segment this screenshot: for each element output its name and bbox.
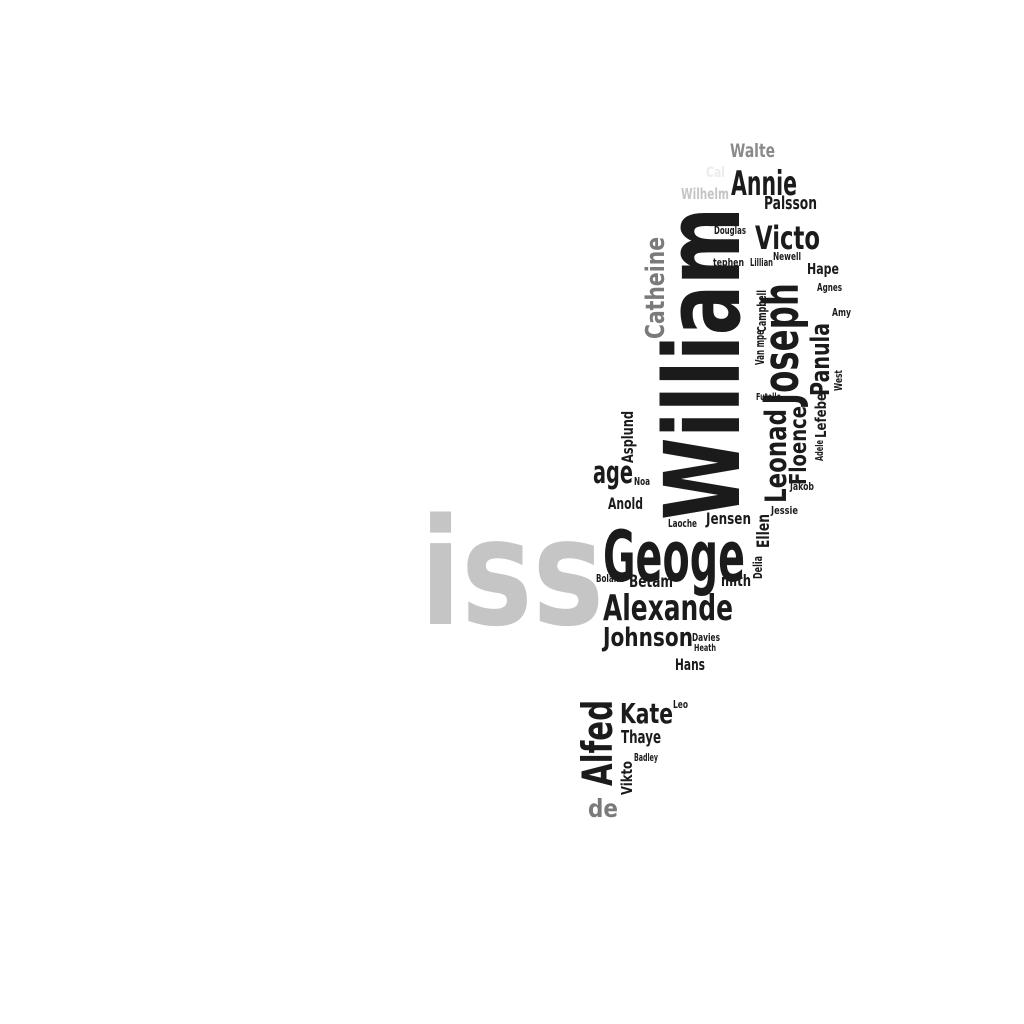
word-heath: Heath [694,643,717,654]
word-alfed: Alfed [573,699,622,786]
word-laoche: Laoche [668,517,698,530]
word-age: age [593,455,634,491]
word-west: West [832,369,845,391]
word-delia: Delia [751,555,765,579]
word-davies: Davies [692,631,721,644]
word-de: de [588,794,619,823]
word-palsson: Palsson [764,193,818,214]
word-asplund: Asplund [618,411,637,463]
word-iss: iss [420,487,604,659]
word-floence: Floence [786,405,812,485]
word-badley: Badley [634,751,659,764]
word-newell: Newell [773,250,802,263]
word-johnson: Johnson [603,623,694,653]
word-adele: Adele [813,439,826,461]
word-van-mpe: Van mpe [753,329,767,365]
word-victo: Victo [755,219,821,257]
word-jessie: Jessie [771,504,799,517]
word-douglas: Douglas [714,224,747,237]
word-vikto: Vikto [618,760,636,795]
word-ellen: Ellen [754,513,774,548]
word-boland: Boland [596,572,625,585]
word-hape: Hape [807,260,840,278]
word-futelle: Futelle [756,392,782,403]
word-walte: Walte [730,140,776,162]
word-lefebe: Lefebe [812,392,830,438]
word-leo: Leo [673,698,689,711]
word-kate: Kate [620,697,673,730]
word-catheine: Catheine [641,236,671,339]
word-noa: Noa [634,475,650,488]
word-agnes: Agnes [817,281,843,294]
word-jensen: Jensen [706,509,752,528]
word-hans: Hans [675,655,706,674]
word-campbell: Campbell [755,289,769,332]
word-annie: Annie [731,164,798,204]
word-alexande: Alexande [603,588,734,629]
word-geoge: Geoge [603,516,745,598]
word-jakob: Jakob [790,480,815,493]
word-lillian: Lillian [750,256,774,269]
word-anold: Anold [608,494,643,513]
word-panula: Panula [806,322,836,396]
word-wilhelm: Wilhelm [681,185,729,203]
word-cal: Cal [706,165,726,181]
word-tephen: tephen [713,256,745,269]
word-thaye: Thaye [621,727,662,748]
word-amy: Amy [832,306,852,319]
word-mith: mith [721,571,752,590]
word-betam: Betam [629,572,674,592]
